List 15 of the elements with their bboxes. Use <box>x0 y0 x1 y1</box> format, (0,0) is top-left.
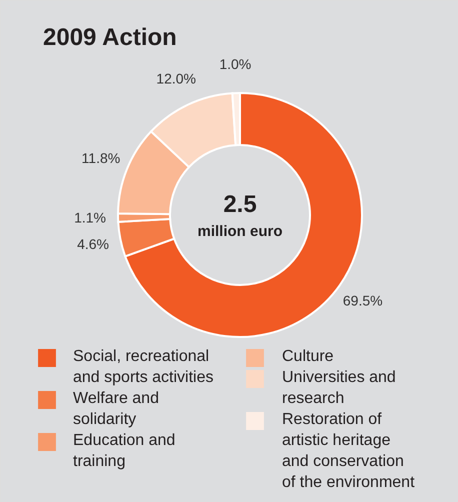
data-label: 12.0% <box>156 70 196 86</box>
data-label: 69.5% <box>342 292 383 308</box>
legend-label: Social, recreational and sports activities <box>73 348 214 386</box>
legend-label: Restoration of artistic heritage and conservation of the environment <box>282 411 416 491</box>
data-label: 1.0% <box>219 56 252 72</box>
data-label: 1.1% <box>74 209 106 226</box>
text: 2.5 <box>223 191 257 218</box>
legend-label: Education and training <box>73 432 176 470</box>
legend-label: Universities and research <box>282 369 396 407</box>
chart-title: 2009 Action <box>43 24 177 51</box>
text: million euro <box>197 223 283 240</box>
legend-label: Culture <box>282 348 334 365</box>
data-label: 11.8% <box>82 150 120 166</box>
data-label: 4.6% <box>77 236 109 252</box>
legend-label: Welfare and solidarity <box>73 390 159 428</box>
